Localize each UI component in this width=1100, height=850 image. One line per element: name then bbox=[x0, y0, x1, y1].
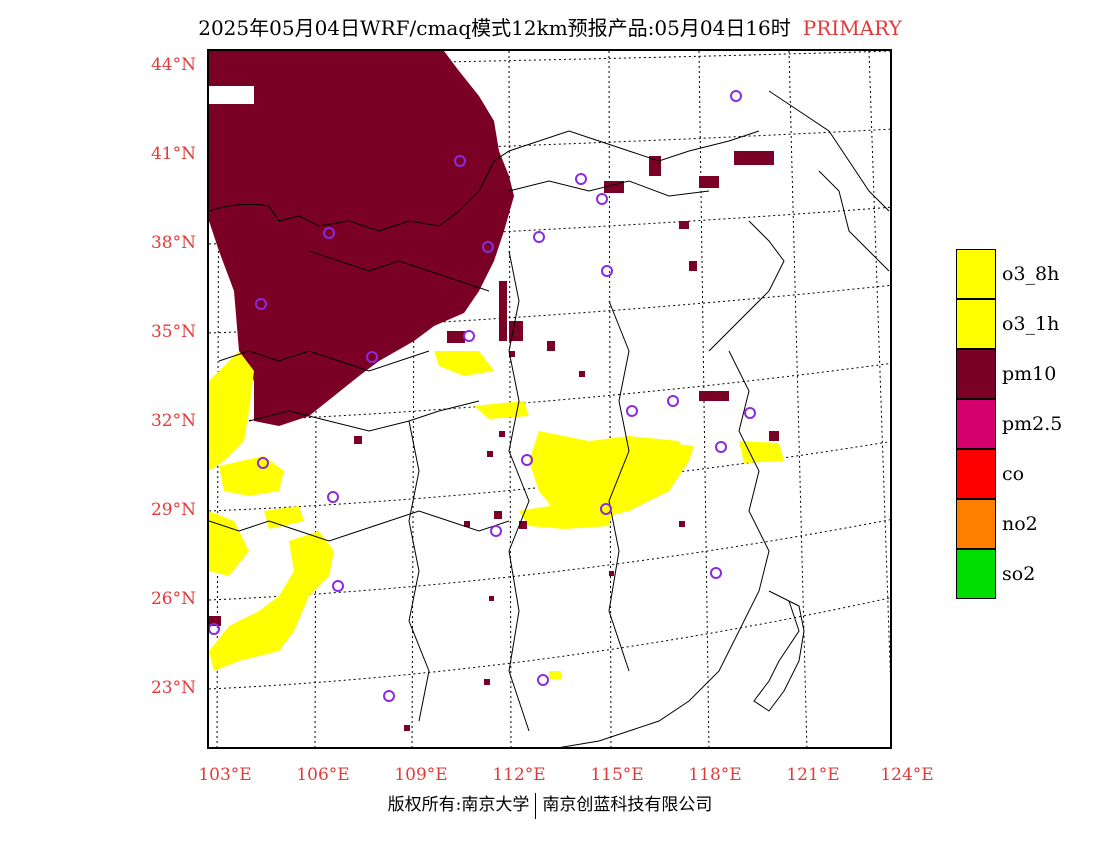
company-text: 南京创蓝科技有限公司 bbox=[542, 795, 713, 815]
legend-label: so2 bbox=[1002, 563, 1036, 585]
copyright-text: 版权所有:南京大学 bbox=[387, 795, 530, 815]
lon-label-109: 109°E bbox=[394, 765, 448, 785]
lat-label-23: 23°N bbox=[150, 678, 196, 698]
legend-label: pm10 bbox=[1002, 363, 1057, 385]
lon-label-118: 118°E bbox=[688, 765, 742, 785]
map-title: 2025年05月04日WRF/cmaq模式12km预报产品:05月04日16时 P… bbox=[0, 12, 1100, 41]
footer: 版权所有:南京大学 南京创蓝科技有限公司 bbox=[0, 790, 1100, 819]
lat-label-29: 29°N bbox=[150, 500, 196, 520]
legend-label: pm2.5 bbox=[1002, 413, 1063, 435]
legend-swatch-co bbox=[956, 449, 996, 499]
footer-separator bbox=[535, 792, 537, 819]
title-text: 2025年05月04日WRF/cmaq模式12km预报产品:05月04日16时 bbox=[198, 16, 791, 40]
pm10-hotspots bbox=[209, 151, 779, 731]
legend-label: co bbox=[1002, 463, 1025, 485]
legend-swatch-pm10 bbox=[956, 349, 996, 399]
lon-label-103: 103°E bbox=[198, 765, 252, 785]
map-canvas bbox=[209, 51, 890, 747]
title-tag: PRIMARY bbox=[802, 16, 902, 40]
boundaries bbox=[209, 90, 890, 747]
station-markers bbox=[209, 90, 756, 702]
lat-label-32: 32°N bbox=[150, 411, 196, 431]
lat-label-41: 41°N bbox=[150, 144, 196, 164]
lon-label-115: 115°E bbox=[590, 765, 644, 785]
lat-label-44: 44°N bbox=[150, 55, 196, 75]
map-frame[interactable] bbox=[207, 49, 892, 749]
legend-swatch-no2 bbox=[956, 499, 996, 549]
legend-swatch-so2 bbox=[956, 549, 996, 599]
legend-label: o3_8h bbox=[1002, 263, 1060, 285]
lon-label-106: 106°E bbox=[296, 765, 350, 785]
legend-swatch-pm25 bbox=[956, 399, 996, 449]
lon-label-112: 112°E bbox=[492, 765, 546, 785]
legend-label: o3_1h bbox=[1002, 313, 1060, 335]
pm10-region-northwest bbox=[209, 51, 514, 426]
lon-label-121: 121°E bbox=[786, 765, 840, 785]
legend-label: no2 bbox=[1002, 513, 1038, 535]
lat-label-38: 38°N bbox=[150, 233, 196, 253]
lat-label-26: 26°N bbox=[150, 589, 196, 609]
legend-swatch-o3-8h bbox=[956, 249, 996, 299]
lat-label-35: 35°N bbox=[150, 322, 196, 342]
legend-swatch-o3-1h bbox=[956, 299, 996, 349]
lon-label-124: 124°E bbox=[880, 765, 934, 785]
